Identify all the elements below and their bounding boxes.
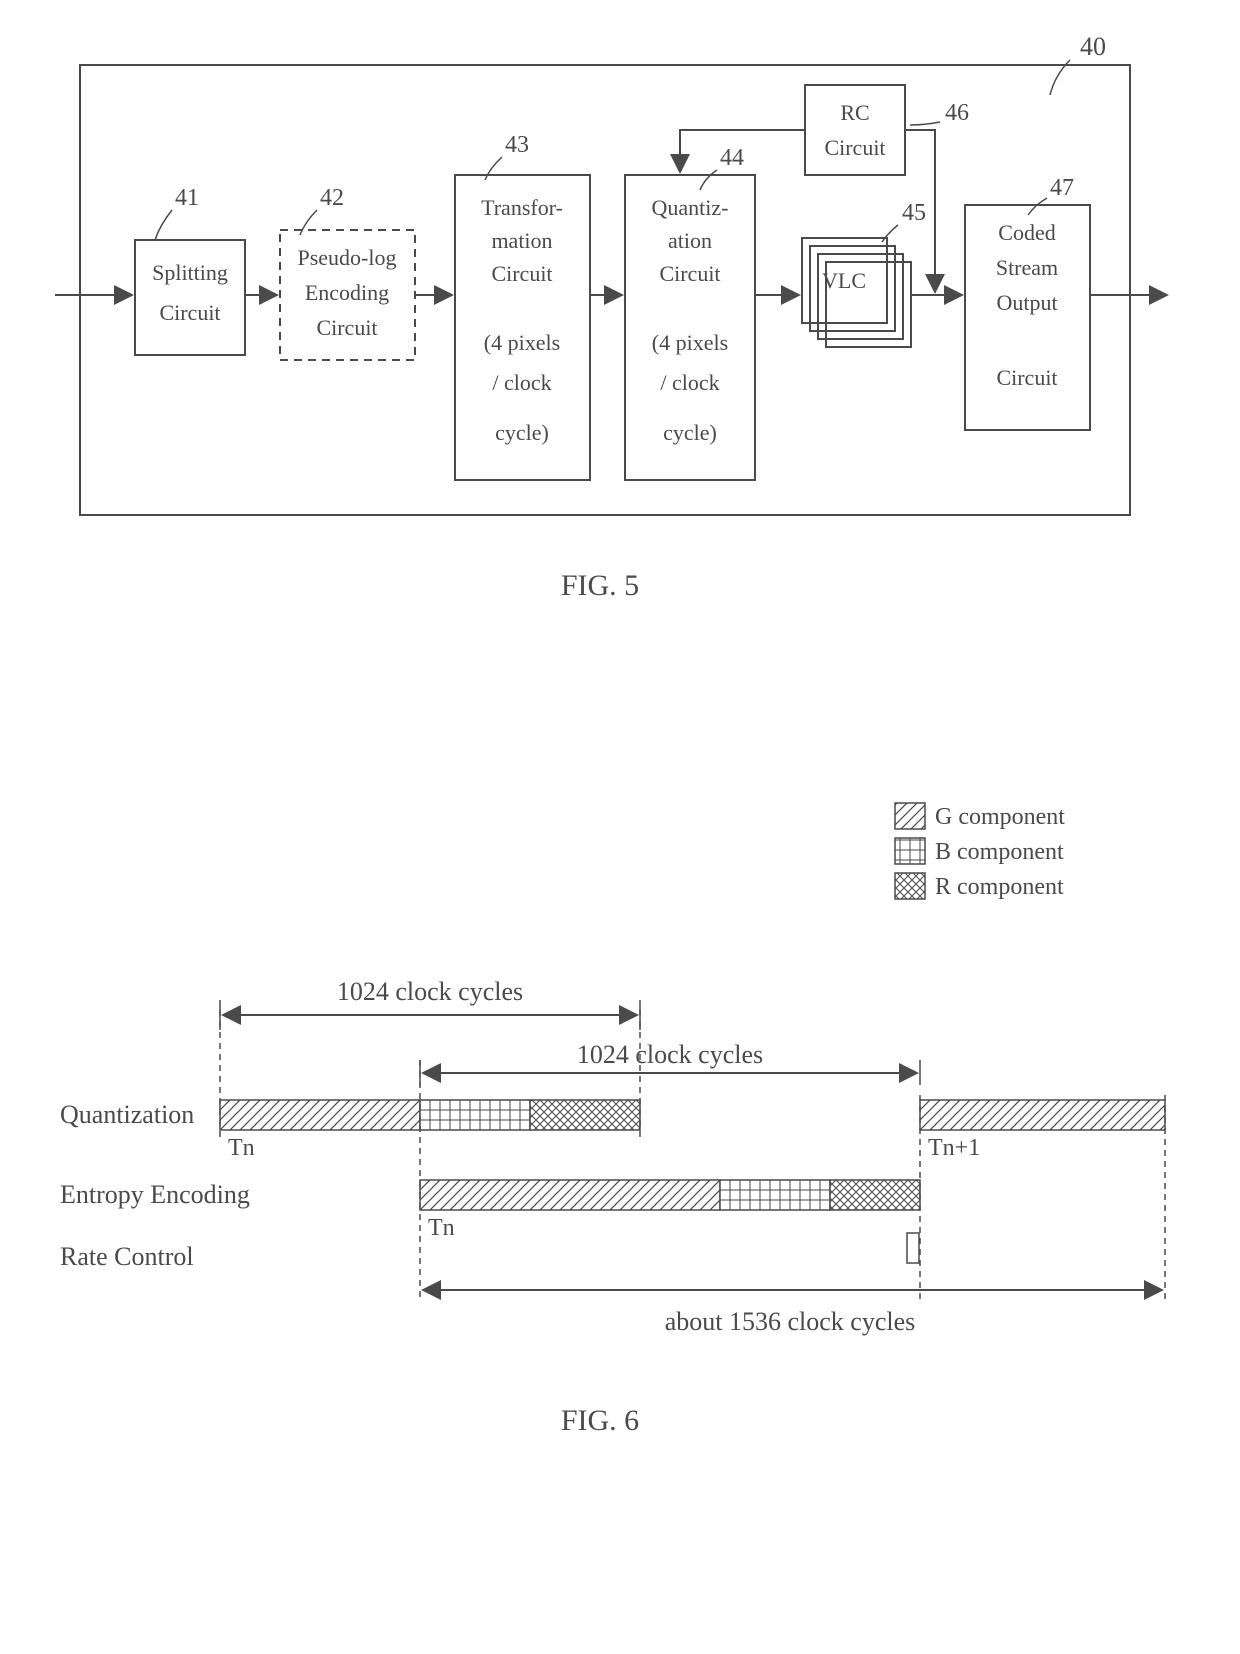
tn1-quant: Tn+1 (928, 1135, 980, 1161)
svg-text:Circuit: Circuit (316, 315, 377, 340)
fig6-caption: FIG. 6 (561, 1404, 639, 1437)
label-entropy: Entropy Encoding (60, 1180, 250, 1209)
svg-text:Circuit: Circuit (824, 135, 885, 160)
dim-1536: about 1536 clock cycles (425, 1290, 1160, 1336)
svg-text:ation: ation (668, 228, 712, 253)
dim-1024-a: 1024 clock cycles (220, 977, 640, 1030)
label-quant: Quantization (60, 1100, 194, 1129)
ref-41: 41 (175, 185, 199, 211)
fig5-caption: FIG. 5 (561, 569, 639, 602)
fig6: G component B component R component Quan… (60, 803, 1165, 1437)
ref-47: 47 (1050, 175, 1074, 201)
ref-40: 40 (1080, 32, 1106, 61)
rc-marker (907, 1233, 919, 1263)
fig5: 40 Splitting Circuit 41 Pseudo-log Encod… (55, 32, 1165, 602)
legend: G component B component R component (895, 803, 1065, 900)
ref-44: 44 (720, 145, 744, 171)
svg-text:Coded: Coded (998, 220, 1055, 245)
block-44: Quantiz- ation Circuit (4 pixels / clock… (625, 145, 755, 480)
svg-text:Stream: Stream (996, 255, 1058, 280)
block-42: Pseudo-log Encoding Circuit 42 (280, 185, 415, 360)
tn-quant: Tn (228, 1135, 255, 1161)
block-46: RC Circuit 46 (805, 85, 969, 175)
block-45: VLC 45 (802, 200, 926, 347)
dim-1024-b: 1024 clock cycles (420, 1040, 920, 1085)
svg-text:(4 pixels: (4 pixels (652, 330, 728, 355)
svg-text:Encoding: Encoding (305, 280, 389, 305)
svg-text:Circuit: Circuit (659, 261, 720, 286)
svg-text:Circuit: Circuit (491, 261, 552, 286)
svg-text:R component: R component (935, 874, 1064, 900)
svg-text:Splitting: Splitting (152, 260, 228, 285)
svg-text:(4 pixels: (4 pixels (484, 330, 560, 355)
tn-entropy: Tn (428, 1215, 455, 1241)
svg-text:cycle): cycle) (663, 420, 717, 445)
svg-text:Circuit: Circuit (159, 300, 220, 325)
svg-text:1024 clock cycles: 1024 clock cycles (577, 1040, 763, 1069)
entropy-bars (420, 1180, 920, 1210)
svg-text:cycle): cycle) (495, 420, 549, 445)
ref-45: 45 (902, 200, 926, 226)
block-47: Coded Stream Output Circuit 47 (965, 175, 1090, 430)
svg-text:about 1536 clock cycles: about 1536 clock cycles (665, 1307, 916, 1336)
svg-text:VLC: VLC (822, 268, 866, 293)
svg-text:mation: mation (491, 228, 552, 253)
block-41: Splitting Circuit 41 (135, 185, 245, 355)
svg-text:G component: G component (935, 804, 1065, 830)
svg-text:/ clock: / clock (660, 370, 719, 395)
label-rc: Rate Control (60, 1242, 194, 1271)
svg-text:RC: RC (840, 100, 869, 125)
svg-text:Output: Output (996, 290, 1057, 315)
svg-text:Quantiz-: Quantiz- (652, 195, 729, 220)
container-40 (80, 65, 1130, 515)
block-43: Transfor- mation Circuit (4 pixels / clo… (455, 132, 590, 480)
svg-text:Circuit: Circuit (996, 365, 1057, 390)
svg-text:Transfor-: Transfor- (481, 195, 563, 220)
svg-text:B component: B component (935, 839, 1064, 865)
ref-46: 46 (945, 100, 969, 126)
svg-text:Pseudo-log: Pseudo-log (298, 245, 397, 270)
ref-42: 42 (320, 185, 344, 211)
svg-text:/ clock: / clock (492, 370, 551, 395)
quant-bars (220, 1100, 1165, 1130)
ref-43: 43 (505, 132, 529, 158)
svg-text:1024 clock cycles: 1024 clock cycles (337, 977, 523, 1006)
